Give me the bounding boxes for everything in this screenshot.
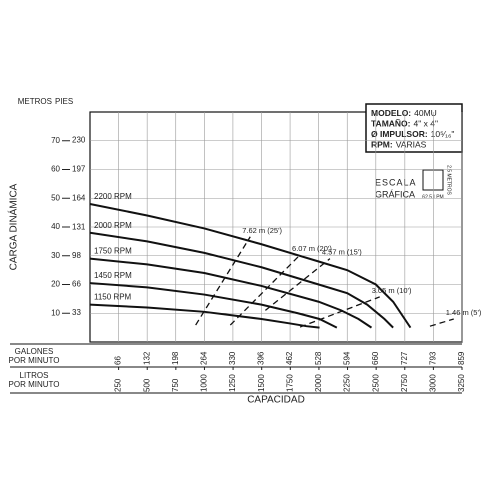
curve	[89, 231, 394, 329]
row-label-line: POR MINUTO	[9, 356, 60, 365]
x-tick-label: 859	[457, 351, 466, 365]
x-tick-label: 462	[285, 351, 294, 365]
scale-title: ESCALA	[375, 177, 417, 187]
x2-tick-label: 750	[171, 378, 180, 392]
y-tick-label: 50	[51, 193, 60, 202]
head-label: 1.46 m (5')	[446, 308, 482, 317]
y2-tick-label: 230	[72, 136, 86, 145]
x-tick-label: 594	[342, 351, 351, 365]
y2-tick-label: 98	[72, 251, 81, 260]
y-tick-label: 10	[51, 308, 60, 317]
y2-tick-label: 33	[72, 308, 81, 317]
y2-tick-label: 197	[72, 164, 86, 173]
x2-tick-label: 3250	[457, 374, 466, 392]
series-label: 2200 RPM	[94, 192, 132, 201]
series-label: 1150 RPM	[94, 293, 132, 302]
scale-x: 62.5 LPM	[422, 194, 443, 200]
info-key: MODELO:	[371, 108, 411, 118]
scale-y: 2.5 METROS	[446, 165, 452, 195]
series-label: 2000 RPM	[94, 221, 132, 230]
y-header: METROS	[18, 97, 52, 106]
info-value: 10⁵⁄₁₆"	[431, 129, 455, 139]
x-tick-label: 66	[114, 356, 123, 365]
curve	[89, 203, 412, 329]
row-label: LITROS POR MINUTO	[9, 371, 60, 389]
info-key: Ø IMPULSOR:	[371, 129, 428, 139]
x2-tick-label: 250	[114, 378, 123, 392]
curve	[195, 236, 251, 326]
x2-tick-label: 3000	[428, 374, 437, 392]
y-tick-label: 60	[51, 165, 60, 174]
curve	[429, 318, 454, 327]
info-row: Ø IMPULSOR: 10⁵⁄₁₆"	[371, 129, 454, 139]
y-tick-label: 30	[51, 251, 60, 260]
x-tick-label: 264	[199, 351, 208, 365]
y2-header: PIES	[55, 97, 73, 106]
y2-tick-label: 164	[72, 193, 86, 202]
info-frame	[365, 103, 463, 153]
series-label: 1450 RPM	[94, 271, 132, 280]
head-label: 4.57 m (15')	[322, 248, 362, 257]
curve	[299, 296, 380, 328]
row-label-line: GALONES	[15, 347, 54, 356]
y-tick-label: 20	[51, 280, 60, 289]
x2-tick-label: 2250	[343, 374, 352, 392]
row-label: GALONES POR MINUTO	[9, 347, 60, 365]
y-tick-label: 40	[51, 222, 60, 231]
x-tick-label: 727	[400, 351, 409, 365]
x2-tick-label: 1250	[228, 374, 237, 392]
info-key: TAMAÑO:	[371, 119, 411, 129]
x2-tick-label: 2500	[371, 374, 380, 392]
info-row: RPM: VARIAS	[371, 140, 427, 150]
info-value: VARIAS	[396, 140, 427, 150]
head-label: 6.07 m (20')	[292, 244, 332, 253]
row-label-line: LITROS	[20, 371, 49, 380]
scale-title: GRÁFICA	[375, 189, 415, 199]
info-row: TAMAÑO: 4" x 4"	[371, 119, 438, 129]
y-tick-label: 70	[51, 136, 60, 145]
x2-tick-label: 1750	[285, 374, 294, 392]
curve	[264, 258, 331, 311]
x2-tick-label: 2000	[314, 374, 323, 392]
x-tick-label: 198	[171, 351, 180, 365]
info-row: MODELO: 40MU	[371, 108, 437, 118]
info-value: 4" x 4"	[414, 119, 438, 129]
series-label: 1750 RPM	[94, 247, 132, 256]
x2-tick-label: 1000	[200, 374, 209, 392]
curve	[89, 303, 320, 329]
head-label: 7.62 m (25')	[242, 226, 282, 235]
y-label: CARGA DINÁMICA	[7, 183, 20, 270]
x-label: CAPACIDAD	[247, 395, 305, 406]
x2-tick-label: 500	[142, 378, 151, 392]
info-key: RPM:	[371, 140, 393, 150]
x2-tick-label: 1500	[257, 374, 266, 392]
x-tick-label: 660	[371, 351, 380, 365]
x-tick-label: 330	[228, 351, 237, 365]
x-tick-label: 396	[257, 351, 266, 365]
x-tick-label: 132	[142, 351, 151, 365]
x-tick-label: 528	[314, 351, 323, 365]
y2-tick-label: 131	[72, 222, 86, 231]
x2-tick-label: 2750	[400, 374, 409, 392]
y2-tick-label: 66	[72, 279, 81, 288]
info-value: 40MU	[414, 108, 437, 118]
curve	[229, 254, 301, 326]
x-tick-label: 793	[429, 351, 438, 365]
scale-box	[422, 169, 444, 191]
row-label-line: POR MINUTO	[9, 380, 60, 389]
curve	[89, 257, 373, 329]
head-label: 3.05 m (10')	[372, 286, 412, 295]
